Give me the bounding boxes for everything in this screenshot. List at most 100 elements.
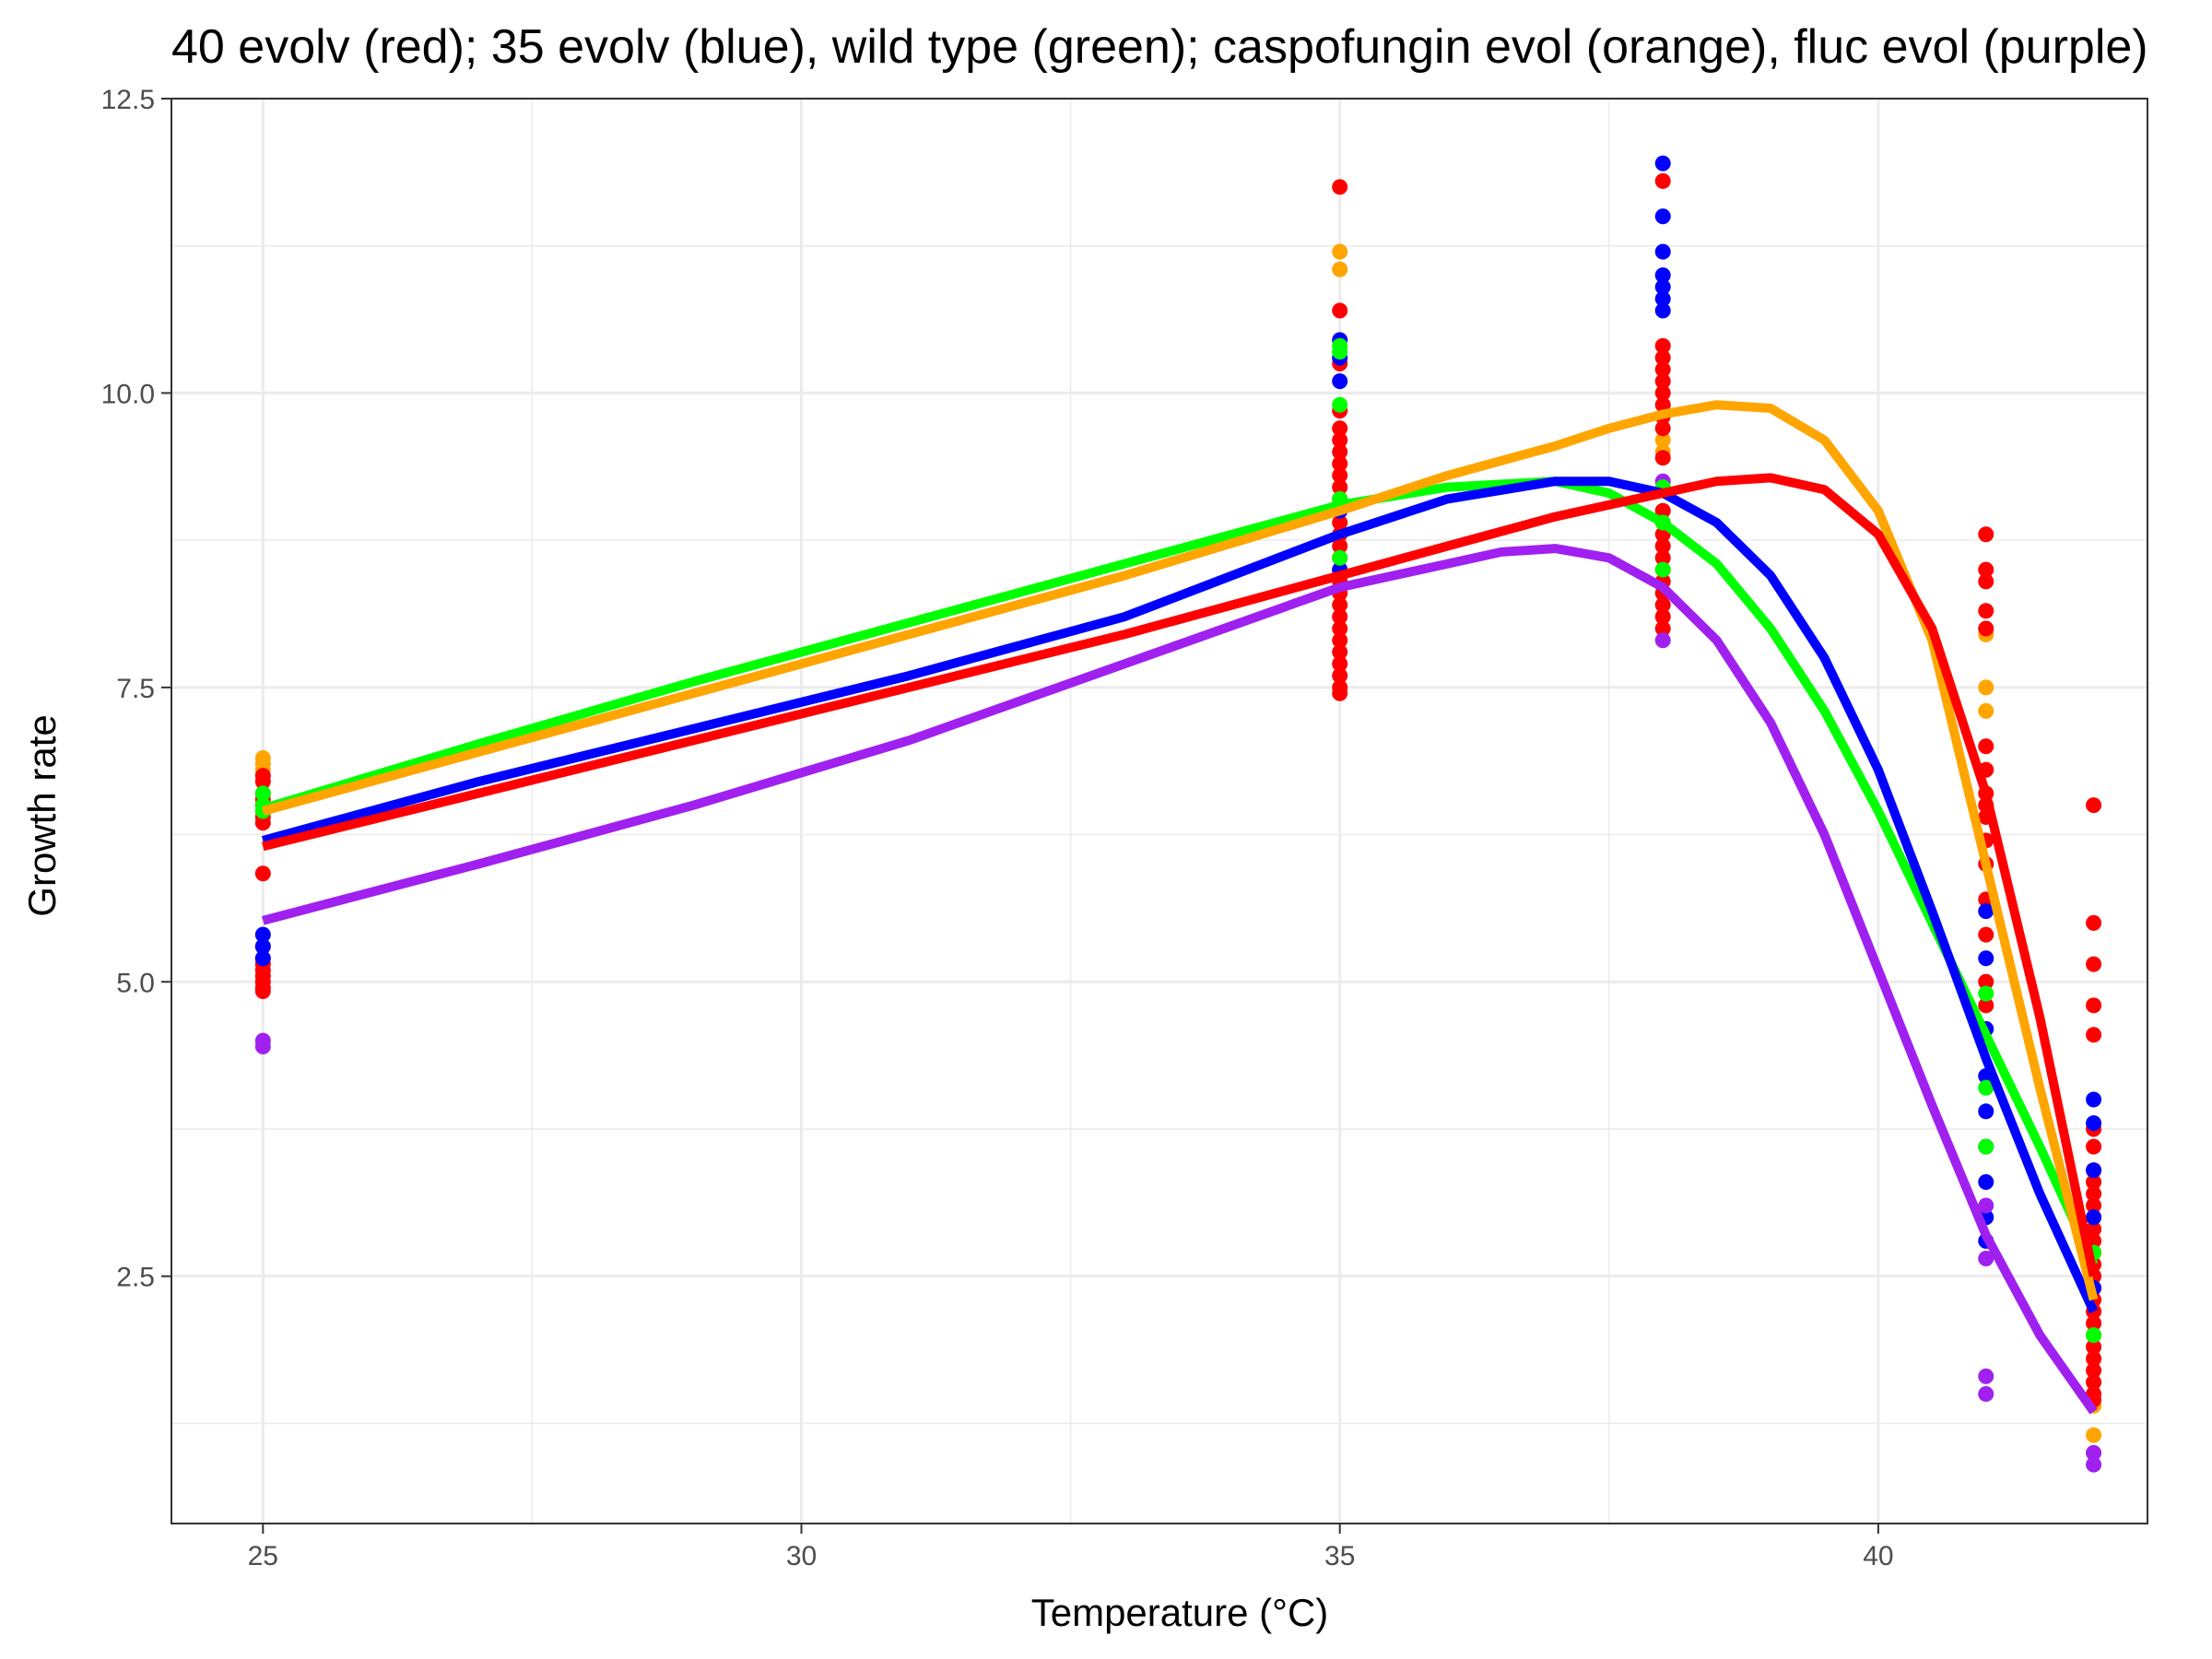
data-point xyxy=(1978,997,1994,1014)
data-point xyxy=(1978,1251,1994,1267)
data-point xyxy=(1978,620,1994,637)
y-axis-label: Growth rate xyxy=(20,714,64,916)
data-point xyxy=(1978,679,1994,696)
plot-background xyxy=(171,99,2147,1524)
chart-title: 40 evolv (red); 35 evolv (blue), wild ty… xyxy=(171,20,2148,74)
data-point xyxy=(2086,797,2102,814)
data-point xyxy=(1654,267,1671,284)
data-point xyxy=(1332,538,1348,555)
data-point xyxy=(1654,302,1671,319)
data-point xyxy=(254,926,271,943)
data-point xyxy=(2086,1374,2102,1391)
data-point xyxy=(1654,420,1671,437)
data-point xyxy=(1654,337,1671,354)
data-point xyxy=(1654,596,1671,613)
data-point xyxy=(2086,997,2102,1014)
data-point xyxy=(1978,950,1994,967)
x-tick-label: 30 xyxy=(786,1541,817,1571)
data-point xyxy=(1332,261,1348,277)
data-point xyxy=(2086,1027,2102,1043)
data-point xyxy=(1332,179,1348,195)
fit-curve xyxy=(261,477,2099,1314)
data-point xyxy=(1654,632,1671,649)
data-point xyxy=(2086,1091,2102,1108)
data-point xyxy=(1654,208,1671,225)
data-point xyxy=(1332,655,1348,672)
data-point xyxy=(2086,956,2102,972)
data-point xyxy=(1332,479,1348,496)
data-point xyxy=(1654,620,1671,637)
data-point xyxy=(1332,596,1348,613)
data-point xyxy=(1654,361,1671,378)
data-point xyxy=(1332,667,1348,684)
data-point xyxy=(2086,1221,2102,1238)
data-point xyxy=(1654,290,1671,307)
data-point xyxy=(1978,1368,1994,1384)
data-point xyxy=(1332,549,1348,566)
data-point xyxy=(1978,561,1994,578)
data-point xyxy=(1654,278,1671,295)
data-points xyxy=(254,155,2102,1473)
data-point xyxy=(254,865,271,882)
fit-curve xyxy=(262,544,2098,1415)
data-point xyxy=(2086,1427,2102,1443)
data-point xyxy=(1978,985,1994,1002)
data-point xyxy=(1654,155,1671,171)
gridlines xyxy=(171,97,2147,1524)
fit-curves xyxy=(261,400,2099,1415)
data-point xyxy=(1654,349,1671,366)
data-point xyxy=(2086,1338,2102,1355)
data-point xyxy=(1332,620,1348,637)
data-point xyxy=(1654,561,1671,578)
data-point xyxy=(1332,632,1348,649)
x-tick-label: 35 xyxy=(1324,1541,1355,1571)
x-tick-label: 40 xyxy=(1863,1541,1893,1571)
data-point xyxy=(2086,1209,2102,1226)
data-point xyxy=(1978,1138,1994,1155)
data-point xyxy=(254,1039,271,1055)
data-point xyxy=(1654,549,1671,566)
x-tick-label: 25 xyxy=(248,1541,278,1571)
data-point xyxy=(1332,243,1348,260)
y-tick-label: 7.5 xyxy=(116,674,155,704)
data-point xyxy=(1332,420,1348,437)
data-point xyxy=(1978,702,1994,719)
data-point xyxy=(2086,1138,2102,1155)
data-point xyxy=(254,938,271,955)
data-point xyxy=(1654,384,1671,401)
data-point xyxy=(1978,738,1994,755)
data-point xyxy=(2086,1115,2102,1132)
y-tick-label: 5.0 xyxy=(116,968,155,998)
data-point xyxy=(2086,1456,2102,1473)
data-point xyxy=(1978,926,1994,943)
data-point xyxy=(1654,432,1671,449)
data-point xyxy=(1978,1079,1994,1096)
data-point xyxy=(1978,1385,1994,1402)
data-point xyxy=(1654,373,1671,390)
y-tick-label: 12.5 xyxy=(101,85,155,115)
data-point xyxy=(1978,973,1994,990)
data-point xyxy=(1332,514,1348,531)
fit-curve xyxy=(261,400,2099,1301)
plot-panel-border xyxy=(171,98,2148,1524)
data-point xyxy=(254,982,271,999)
data-point xyxy=(1654,502,1671,519)
data-point xyxy=(2086,1327,2102,1344)
data-point xyxy=(2086,1162,2102,1179)
data-point xyxy=(254,785,271,802)
data-point xyxy=(1978,1173,1994,1190)
data-point xyxy=(1978,526,1994,543)
data-point xyxy=(2086,914,2102,931)
data-point xyxy=(1654,450,1671,466)
data-point xyxy=(2086,1350,2102,1367)
data-point xyxy=(1332,608,1348,625)
data-point xyxy=(1332,644,1348,661)
axes: 25 30 35 40 2.5 5.0 7.5 10.0 12.5 xyxy=(101,85,2148,1571)
data-point xyxy=(254,773,271,790)
data-point xyxy=(1654,608,1671,625)
data-point xyxy=(254,950,271,967)
data-point xyxy=(2086,1197,2102,1214)
data-point xyxy=(1332,344,1348,360)
